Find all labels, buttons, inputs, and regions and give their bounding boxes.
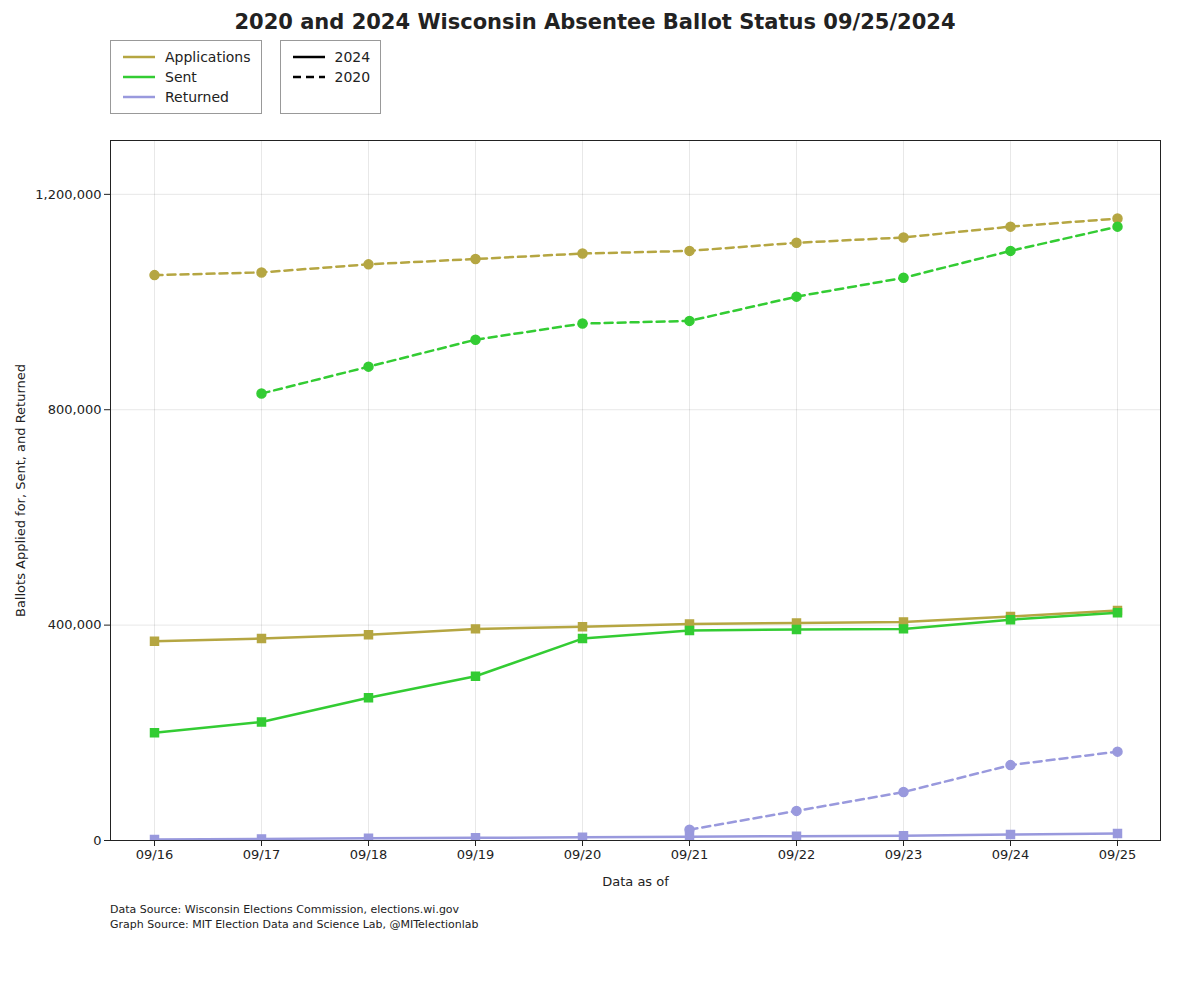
html-text:Sent: Sent [165, 69, 197, 85]
svg-text:09/24: 09/24 [992, 847, 1029, 862]
svg-text:Data as of: Data as of [602, 874, 669, 889]
svg-text:09/17: 09/17 [243, 847, 280, 862]
svg-text:09/16: 09/16 [136, 847, 173, 862]
html-text:2024: 2024 [334, 49, 371, 65]
svg-text:Ballots Applied for, Sent, and: Ballots Applied for, Sent, and Returned [13, 364, 28, 617]
svg-text:0: 0 [93, 833, 101, 848]
svg-text:09/21: 09/21 [671, 847, 708, 862]
html-text:Returned: Returned [165, 89, 229, 105]
svg-text:09/25: 09/25 [1099, 847, 1136, 862]
svg-text:1,200,000: 1,200,000 [35, 187, 101, 202]
svg-text:09/23: 09/23 [885, 847, 922, 862]
svg-text:09/18: 09/18 [350, 847, 387, 862]
svg-text:09/20: 09/20 [564, 847, 601, 862]
html-text:Applications: Applications [165, 49, 251, 65]
html-text:2020: 2020 [334, 69, 371, 85]
svg-text:400,000: 400,000 [48, 617, 102, 632]
svg-text:800,000: 800,000 [48, 402, 102, 417]
html-text:2020 and 2024 Wisconsin Absent: 2020 and 2024 Wisconsin Absentee Ballot … [234, 10, 956, 34]
html-text:Data Source: Wisconsin Electio: Data Source: Wisconsin Elections Commiss… [110, 903, 479, 931]
svg-text:09/22: 09/22 [778, 847, 815, 862]
svg-text:09/19: 09/19 [457, 847, 494, 862]
